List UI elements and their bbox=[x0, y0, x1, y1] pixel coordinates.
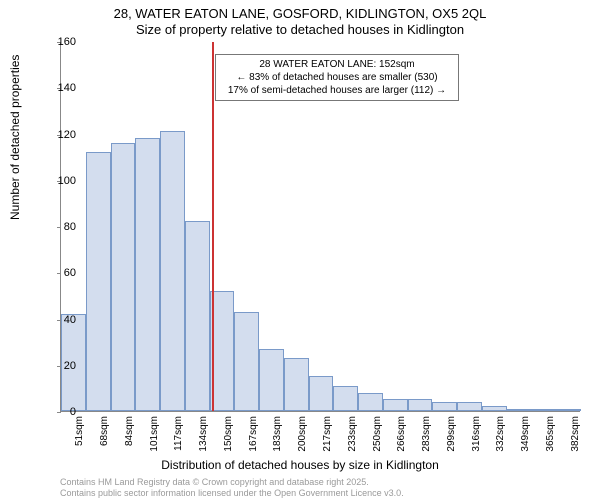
histogram-bar bbox=[333, 386, 358, 411]
histogram-bar bbox=[86, 152, 111, 411]
x-tick-label: 217sqm bbox=[322, 416, 333, 456]
y-tick-label: 120 bbox=[46, 129, 76, 141]
histogram-bar bbox=[383, 399, 408, 411]
y-tick-label: 140 bbox=[46, 82, 76, 94]
x-tick-label: 117sqm bbox=[173, 416, 184, 456]
x-tick-label: 68sqm bbox=[99, 416, 110, 456]
histogram-bar bbox=[457, 402, 482, 411]
chart-container: 28, WATER EATON LANE, GOSFORD, KIDLINGTO… bbox=[0, 0, 600, 500]
x-tick-label: 101sqm bbox=[149, 416, 160, 456]
histogram-bar bbox=[160, 131, 185, 411]
x-tick-label: 183sqm bbox=[272, 416, 283, 456]
x-tick-label: 134sqm bbox=[198, 416, 209, 456]
histogram-bar bbox=[284, 358, 309, 411]
annotation-line: ← 83% of detached houses are smaller (53… bbox=[222, 71, 452, 84]
x-tick-label: 365sqm bbox=[545, 416, 556, 456]
x-tick-label: 200sqm bbox=[297, 416, 308, 456]
x-tick-label: 84sqm bbox=[124, 416, 135, 456]
histogram-bar bbox=[358, 393, 383, 412]
histogram-bar bbox=[234, 312, 259, 411]
y-tick-label: 100 bbox=[46, 175, 76, 187]
annotation-line: 17% of semi-detached houses are larger (… bbox=[222, 84, 452, 97]
y-tick-label: 40 bbox=[46, 314, 76, 326]
histogram-bar bbox=[408, 399, 433, 411]
y-tick-label: 60 bbox=[46, 267, 76, 279]
x-tick-label: 266sqm bbox=[396, 416, 407, 456]
x-tick-label: 349sqm bbox=[520, 416, 531, 456]
footer-attribution-1: Contains HM Land Registry data © Crown c… bbox=[60, 477, 369, 487]
histogram-bar bbox=[531, 409, 556, 411]
chart-title-line1: 28, WATER EATON LANE, GOSFORD, KIDLINGTO… bbox=[0, 6, 600, 21]
histogram-bar bbox=[309, 376, 334, 411]
x-tick-label: 283sqm bbox=[421, 416, 432, 456]
y-axis-label: Number of detached properties bbox=[8, 55, 22, 220]
x-tick-label: 332sqm bbox=[495, 416, 506, 456]
x-tick-label: 167sqm bbox=[248, 416, 259, 456]
reference-line bbox=[212, 42, 214, 411]
annotation-box: 28 WATER EATON LANE: 152sqm← 83% of deta… bbox=[215, 54, 459, 101]
y-tick-label: 160 bbox=[46, 36, 76, 48]
histogram-bar bbox=[556, 409, 581, 411]
footer-attribution-2: Contains public sector information licen… bbox=[60, 488, 404, 498]
histogram-bar bbox=[482, 406, 507, 411]
histogram-bar bbox=[259, 349, 284, 411]
x-tick-label: 316sqm bbox=[471, 416, 482, 456]
x-tick-label: 382sqm bbox=[570, 416, 581, 456]
x-tick-label: 150sqm bbox=[223, 416, 234, 456]
histogram-bar bbox=[135, 138, 160, 411]
x-tick-label: 250sqm bbox=[372, 416, 383, 456]
histogram-bar bbox=[507, 409, 532, 411]
x-tick-label: 51sqm bbox=[74, 416, 85, 456]
histogram-bar bbox=[432, 402, 457, 411]
chart-title-line2: Size of property relative to detached ho… bbox=[0, 22, 600, 37]
x-tick-label: 233sqm bbox=[347, 416, 358, 456]
histogram-bar bbox=[111, 143, 136, 411]
y-tick-label: 0 bbox=[46, 406, 76, 418]
y-tick-label: 20 bbox=[46, 360, 76, 372]
histogram-bar bbox=[185, 221, 210, 411]
x-axis-label: Distribution of detached houses by size … bbox=[0, 458, 600, 472]
x-tick-label: 299sqm bbox=[446, 416, 457, 456]
annotation-line: 28 WATER EATON LANE: 152sqm bbox=[222, 58, 452, 71]
y-tick-label: 80 bbox=[46, 221, 76, 233]
